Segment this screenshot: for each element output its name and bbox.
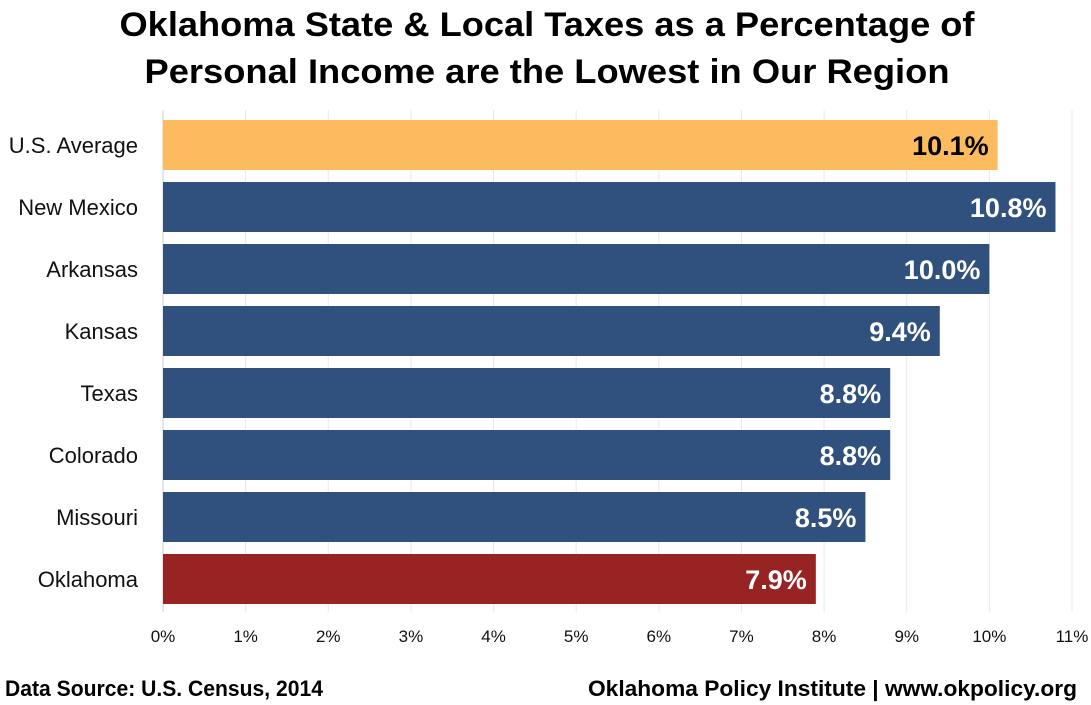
chart-title-line-2: Personal Income are the Lowest in Our Re…: [145, 53, 950, 91]
category-labels: U.S. Average New Mexico Arkansas Kansas Texa…: [9, 133, 139, 592]
data-label: 8.5%: [795, 503, 857, 533]
bar: [163, 554, 816, 604]
x-tick-label: 2%: [316, 627, 341, 646]
data-label: 9.4%: [869, 317, 931, 347]
bar: [163, 368, 891, 418]
data-label: 8.8%: [820, 379, 882, 409]
bar: [163, 306, 940, 356]
x-tick-label: 9%: [894, 627, 919, 646]
data-label: 10.0%: [904, 255, 981, 285]
x-tick-label: 11%: [1056, 627, 1089, 646]
data-label: 10.8%: [970, 193, 1047, 223]
category-label: U.S. Average: [9, 133, 138, 158]
data-label: 8.8%: [820, 441, 882, 471]
x-tick-label: 1%: [233, 627, 258, 646]
x-tick-label: 10%: [972, 627, 1006, 646]
category-label: Missouri: [56, 505, 138, 530]
bar: [163, 182, 1056, 232]
x-tick-label: 6%: [647, 627, 672, 646]
bar: [163, 244, 990, 294]
data-source: Data Source: U.S. Census, 2014: [5, 676, 324, 701]
x-tick-label: 5%: [564, 627, 589, 646]
x-tick-label: 0%: [151, 627, 176, 646]
category-label: New Mexico: [18, 195, 138, 220]
category-label: Texas: [81, 381, 138, 406]
x-axis-ticks: 0% 1% 2% 3% 4% 5% 6% 7% 8% 9% 10% 11%: [151, 627, 1089, 646]
x-tick-label: 7%: [729, 627, 754, 646]
bars: 10.1% 10.8% 10.0% 9.4% 8.8% 8.8% 8.5% 7.9%: [163, 120, 1056, 604]
category-label: Kansas: [65, 319, 138, 344]
chart-title-line-1: Oklahoma State & Local Taxes as a Percen…: [120, 6, 976, 44]
bar: [163, 120, 998, 170]
bar: [163, 492, 866, 542]
category-label: Colorado: [49, 443, 138, 468]
category-label: Oklahoma: [38, 567, 139, 592]
x-tick-label: 4%: [481, 627, 506, 646]
data-label: 10.1%: [912, 131, 989, 161]
x-tick-label: 8%: [812, 627, 837, 646]
data-label: 7.9%: [745, 565, 807, 595]
category-label: Arkansas: [46, 257, 138, 282]
x-tick-label: 3%: [399, 627, 424, 646]
bar: [163, 430, 891, 480]
credit: Oklahoma Policy Institute | www.okpolicy…: [588, 676, 1077, 701]
